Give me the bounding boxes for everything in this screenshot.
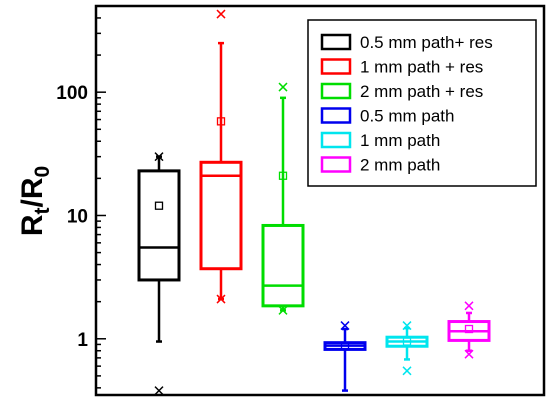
box-4 [323,321,367,392]
outlier-marker [464,349,474,359]
box-iqr [261,223,305,308]
legend-label: 1 mm path [360,131,440,150]
legend-label: 0.5 mm path [360,107,455,126]
legend-label: 2 mm path [360,156,440,175]
outlier-marker [154,152,164,162]
outlier-marker [278,305,288,315]
outlier-marker [154,386,164,396]
box-5 [385,321,429,376]
legend: 0.5 mm path+ res 1 mm path + res 2 mm path… [307,19,537,187]
mean-marker [154,201,164,210]
legend-item-2: 1 mm path + res [320,58,483,77]
legend-swatch [320,156,352,173]
legend-swatch [320,58,352,75]
box-iqr [199,160,243,271]
y-axis-label: Rt/R0 [16,166,54,236]
box-iqr [137,169,181,282]
outlier-marker [464,301,474,311]
mean-marker [402,337,412,346]
plot-frame [94,4,546,397]
y-axis-ticks: 1 10 100 [56,5,106,389]
legend-item-1: 0.5 mm path+ res [320,33,493,52]
outlier-marker [216,294,226,304]
mean-marker [278,171,288,180]
box-2 [199,9,243,304]
y-axis-title: Rt/R0 [16,166,54,236]
y-tick-label: 10 [67,206,88,227]
box-1 [137,152,181,396]
mean-marker [216,117,226,126]
legend-item-6: 2 mm path [320,156,440,175]
box-3 [261,82,305,315]
legend-item-4: 0.5 mm path [320,107,455,126]
outlier-marker [278,82,288,92]
legend-label: 1 mm path + res [360,58,483,77]
y-tick-label: 100 [56,83,88,104]
legend-label: 2 mm path + res [360,82,483,101]
legend-swatch [320,131,352,149]
legend-item-3: 2 mm path + res [320,82,483,101]
outlier-marker [402,366,412,376]
outlier-marker [340,321,350,331]
box-series [137,9,491,396]
legend-swatch [320,82,352,100]
legend-label: 0.5 mm path+ res [360,33,493,52]
legend-item-5: 1 mm path [320,131,440,150]
outlier-marker [402,321,412,331]
outlier-marker [216,9,226,19]
box-6 [447,301,491,359]
mean-marker [464,324,474,334]
legend-swatch [320,33,352,51]
mean-marker [340,341,350,350]
y-tick-label: 1 [77,330,88,351]
legend-swatch [320,107,352,124]
